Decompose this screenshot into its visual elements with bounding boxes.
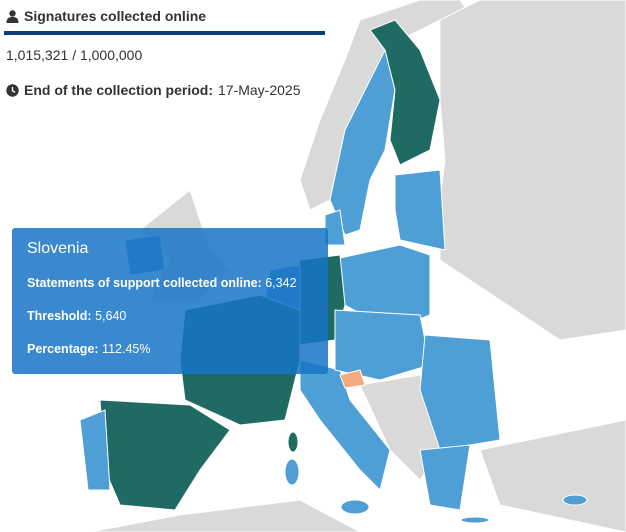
row-label: Statements of support collected online: — [27, 276, 262, 290]
period-label: End of the collection period: — [24, 82, 213, 98]
row-value: 112.45% — [102, 342, 151, 356]
portugal[interactable] — [79, 409, 111, 491]
target: 1,000,000 — [79, 47, 143, 63]
tooltip-row: Threshold: 5,640 — [27, 309, 313, 323]
sweden[interactable] — [329, 48, 396, 236]
spain[interactable] — [99, 399, 231, 511]
user-icon — [6, 9, 19, 23]
slovenia[interactable] — [339, 369, 366, 389]
finland[interactable] — [369, 19, 441, 166]
collection-period: End of the collection period: 17-May-202… — [6, 82, 301, 98]
header: Signatures collected online — [6, 8, 324, 24]
period-date: 17-May-2025 — [218, 82, 301, 98]
row-label: Percentage: — [27, 342, 99, 356]
central-europe[interactable] — [334, 309, 431, 381]
row-value: 5,640 — [95, 309, 127, 323]
separator: / — [72, 47, 77, 63]
tooltip-country: Slovenia — [27, 240, 89, 257]
cyprus[interactable] — [562, 494, 588, 506]
greece[interactable] — [419, 444, 471, 511]
row-value: 6,342 — [265, 276, 297, 290]
corsica[interactable] — [287, 431, 299, 453]
row-label: Threshold: — [27, 309, 92, 323]
signature-count: 1,015,321 / 1,000,000 — [6, 47, 142, 63]
tooltip: Slovenia Statements of support collected… — [12, 228, 328, 374]
baltics[interactable] — [394, 169, 446, 251]
sicily[interactable] — [340, 499, 370, 515]
header-underline — [4, 31, 325, 35]
tooltip-row: Percentage: 112.45% — [27, 342, 313, 356]
sardinia[interactable] — [284, 458, 300, 486]
collected: 1,015,321 — [6, 47, 69, 63]
crete[interactable] — [460, 516, 490, 524]
clock-icon — [6, 83, 19, 97]
header-title: Signatures collected online — [24, 8, 207, 24]
tooltip-row: Statements of support collected online: … — [27, 276, 313, 290]
